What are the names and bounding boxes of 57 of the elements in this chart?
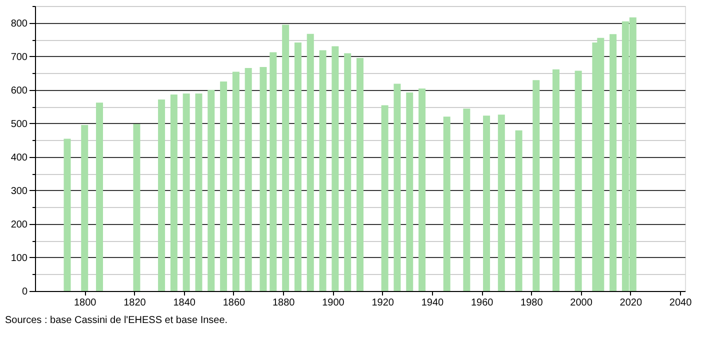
- bar: [182, 94, 190, 291]
- x-tick-label: 1880: [272, 298, 296, 308]
- bar: [344, 53, 352, 291]
- y-tick-label: 300: [10, 186, 28, 197]
- bar: [232, 72, 240, 291]
- bar: [270, 52, 277, 291]
- bar: [463, 108, 470, 291]
- x-tick-label: 1920: [372, 298, 394, 308]
- bar: [306, 34, 314, 291]
- x-tick-label: 1800: [74, 298, 97, 308]
- bar: [381, 105, 388, 291]
- y-tick-label: 0: [22, 286, 28, 298]
- y-tick-label: 500: [10, 118, 28, 130]
- y-tick-label: 800: [10, 18, 28, 30]
- y-tick-label: 100: [10, 252, 28, 264]
- bar: [244, 68, 252, 291]
- x-tick-label: 1940: [421, 298, 444, 308]
- bar: [319, 50, 326, 291]
- bar: [532, 80, 540, 291]
- bar: [220, 81, 228, 291]
- x-tick-label: 1980: [520, 298, 544, 308]
- bar: [552, 69, 560, 291]
- y-tick-label: 200: [10, 219, 28, 230]
- bar: [356, 58, 364, 291]
- x-tick-label: 2000: [570, 298, 593, 308]
- x-tick-label: 1820: [124, 298, 146, 308]
- bar: [394, 84, 401, 291]
- x-tick-label: 1960: [470, 298, 494, 308]
- x-tick-label: 1840: [173, 298, 196, 308]
- bar: [483, 116, 490, 291]
- bar: [443, 116, 450, 291]
- bar: [418, 88, 426, 291]
- bar: [515, 130, 522, 291]
- bar: [260, 67, 267, 291]
- source-note: Sources : base Cassini de l'EHESS et base Insee.: [5, 315, 228, 326]
- bar: [282, 24, 290, 291]
- bar: [294, 42, 302, 291]
- y-tick-label: 600: [10, 85, 28, 96]
- bar: [81, 125, 88, 291]
- bar: [133, 124, 140, 291]
- bar: [406, 92, 414, 291]
- x-tick-label: 2020: [620, 298, 642, 308]
- bar: [610, 34, 617, 291]
- bar: [498, 114, 505, 291]
- x-tick-label: 1860: [222, 298, 246, 308]
- y-tick-label: 400: [10, 152, 28, 164]
- bar: [170, 94, 178, 291]
- y-tick-label: 700: [10, 52, 28, 63]
- x-tick-label: 2040: [669, 298, 692, 308]
- bar: [64, 138, 71, 291]
- bar: [195, 94, 202, 291]
- x-tick-label: 1900: [322, 298, 345, 308]
- bar: [158, 100, 166, 291]
- bar: [208, 90, 215, 291]
- bar: [332, 46, 339, 291]
- bar: [574, 70, 582, 291]
- bar: [96, 102, 104, 291]
